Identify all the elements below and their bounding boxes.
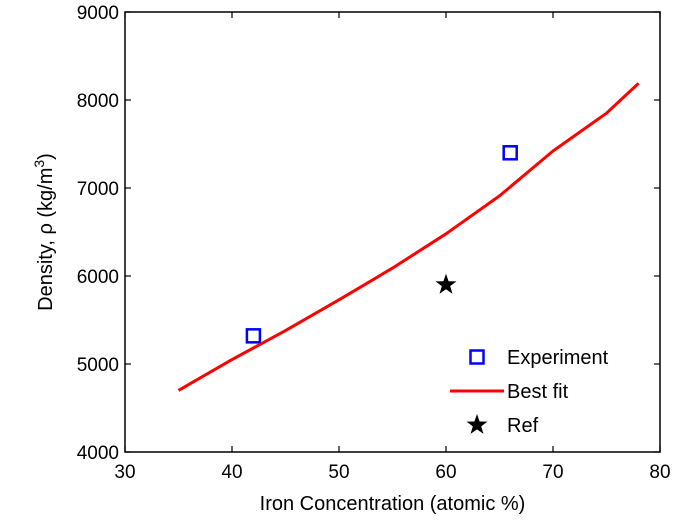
- plot-frame: [124, 11, 661, 453]
- x-tick-label: 40: [221, 462, 242, 483]
- axis-ticks: [124, 11, 661, 453]
- legend-swatch-experiment: [469, 349, 485, 365]
- y-tick-label: 5000: [77, 355, 119, 376]
- y-axis-label: Density, ρ (kg/m3): [31, 153, 57, 311]
- legend-swatch-ref: [466, 414, 488, 434]
- legend-label-ref: Ref: [507, 415, 539, 437]
- y-axis-label-superscript: 3: [31, 160, 47, 168]
- x-tick-label: 60: [435, 462, 456, 483]
- y-axis-label-main: Density, ρ (kg/m: [35, 168, 57, 311]
- tick-labels: 30 40 50 60 70 80 4000 5000 6000 7000 8000 9000: [77, 3, 671, 483]
- data-point-experiment: [502, 145, 518, 161]
- x-tick-label: 70: [542, 462, 563, 483]
- x-tick-label: 80: [649, 462, 670, 483]
- series-line-best-fit: [177, 82, 640, 392]
- legend-label-experiment: Experiment: [507, 347, 609, 369]
- x-axis-label: Iron Concentration (atomic %): [260, 493, 526, 515]
- y-tick-label: 7000: [77, 179, 119, 200]
- y-tick-label: 8000: [77, 91, 119, 112]
- x-tick-label: 50: [328, 462, 349, 483]
- series-layer: [177, 82, 640, 392]
- y-axis-label-close: ): [35, 153, 57, 160]
- legend-label-best-fit: Best fit: [507, 381, 569, 403]
- y-tick-label: 6000: [77, 267, 119, 288]
- data-point-experiment: [245, 328, 262, 344]
- x-tick-label: 30: [114, 462, 135, 483]
- data-point-ref: [435, 273, 457, 294]
- legend: Experiment Best fit Ref: [450, 347, 609, 437]
- y-tick-label: 4000: [77, 443, 119, 464]
- y-tick-label: 9000: [77, 3, 119, 24]
